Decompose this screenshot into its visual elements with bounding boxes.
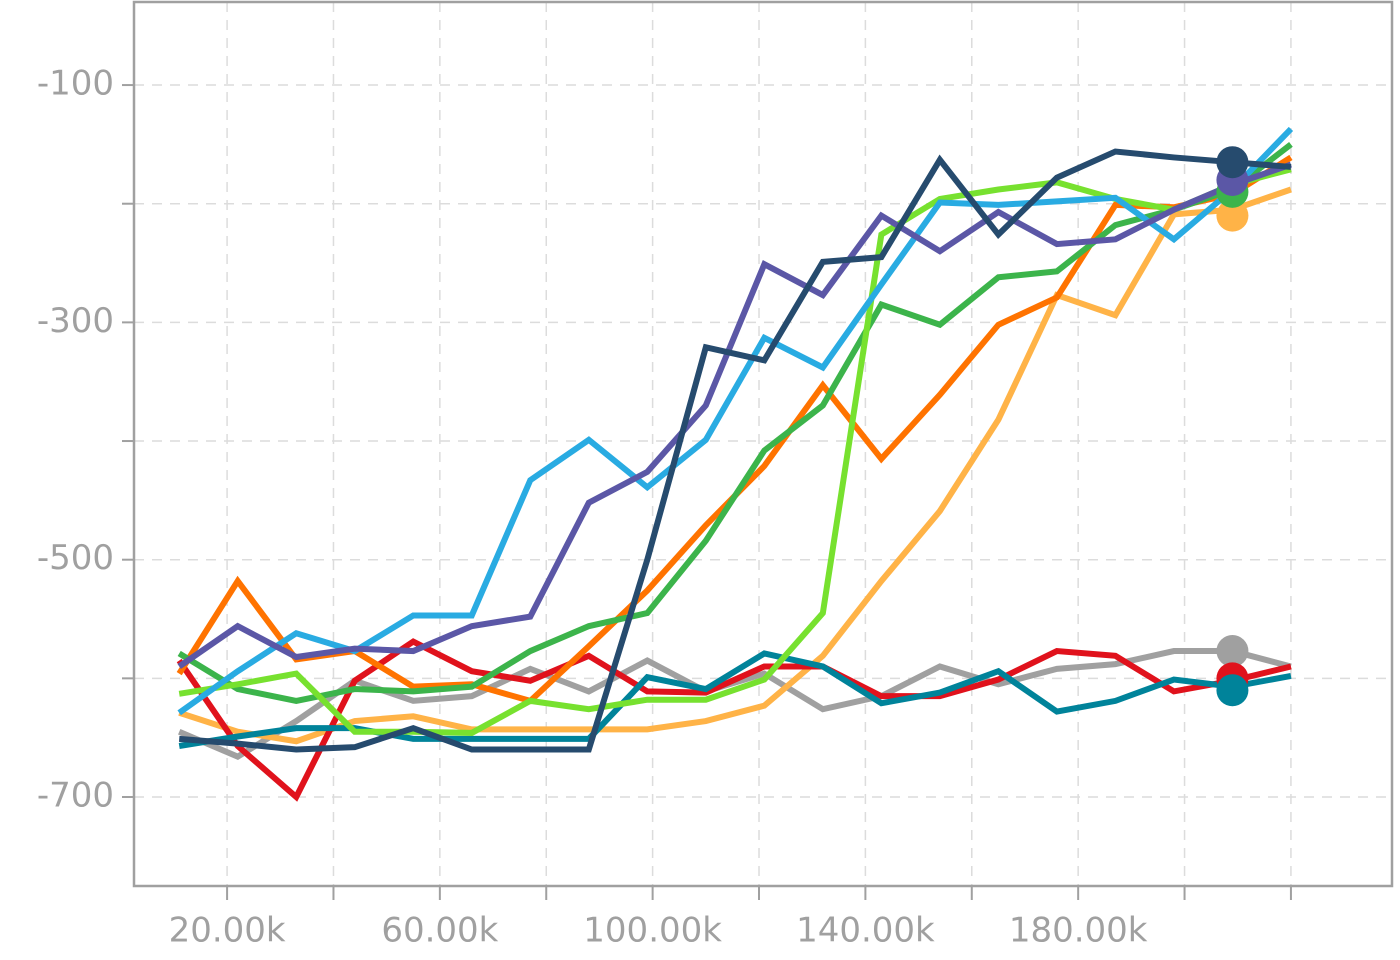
axis-frame bbox=[132, 0, 1394, 888]
series-line bbox=[176, 638, 1292, 802]
y-tick-label: -300 bbox=[37, 301, 114, 341]
x-tick-label: 140.00k bbox=[796, 911, 935, 951]
x-tick-label: 180.00k bbox=[1009, 911, 1148, 951]
y-tick-label: -700 bbox=[37, 776, 114, 816]
y-tick-label: -100 bbox=[37, 64, 114, 104]
series-marker bbox=[1216, 635, 1249, 668]
series-marker bbox=[1216, 146, 1249, 179]
series-line bbox=[178, 186, 1292, 745]
series-line bbox=[177, 161, 1292, 669]
x-tick-label: 100.00k bbox=[583, 911, 722, 951]
series-line bbox=[177, 126, 1294, 716]
series-line bbox=[177, 142, 1293, 704]
series-marker bbox=[1216, 674, 1249, 707]
series-line bbox=[178, 148, 1292, 753]
series-line bbox=[176, 154, 1293, 705]
series-marker bbox=[1216, 199, 1249, 232]
x-tick-label: 20.00k bbox=[169, 911, 286, 951]
x-tick-label: 60.00k bbox=[381, 911, 498, 951]
y-tick-label: -500 bbox=[37, 538, 114, 578]
